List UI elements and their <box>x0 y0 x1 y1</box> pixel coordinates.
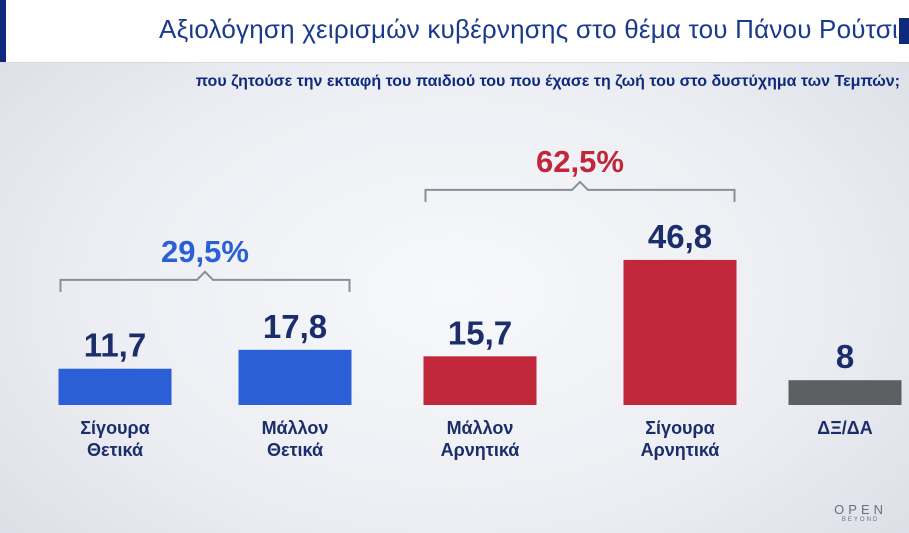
category-label: Αρνητικά <box>441 440 520 460</box>
category-label: Μάλλον <box>447 418 514 438</box>
group-bracket <box>424 180 736 202</box>
bar-5 <box>788 380 902 405</box>
category-label: ΔΞ/ΔΑ <box>817 418 872 438</box>
header-bar <box>0 0 909 63</box>
category-label: Αρνητικά <box>641 440 720 460</box>
group-total-label: 29,5% <box>161 234 249 269</box>
bar-value-label: 11,7 <box>84 327 146 364</box>
bar-value-label: 15,7 <box>448 314 512 351</box>
category-label: Θετικά <box>87 440 143 460</box>
group-total-label: 62,5% <box>536 144 624 179</box>
logo-subtext: BEYOND <box>841 517 880 523</box>
bar-value-label: 8 <box>836 338 854 375</box>
group-bracket <box>59 270 351 292</box>
category-label: Μάλλον <box>262 418 329 438</box>
bar-4 <box>623 259 737 405</box>
category-label: Σίγουρα <box>80 418 150 438</box>
bar-2 <box>238 349 352 405</box>
category-label: Θετικά <box>267 440 323 460</box>
chart-subtitle: που ζητούσε την εκταφή του παιδιού του π… <box>195 73 900 90</box>
channel-logo: OPEN BEYOND <box>834 502 887 523</box>
bar-1 <box>58 368 172 405</box>
bar-3 <box>423 356 537 405</box>
header-left-accent <box>0 0 6 62</box>
header-right-accent <box>899 18 909 44</box>
category-label: Σίγουρα <box>645 418 715 438</box>
bar-value-label: 17,8 <box>263 308 327 345</box>
bar-value-label: 46,8 <box>648 218 712 255</box>
logo-text: OPEN <box>834 502 887 517</box>
chart-title: Αξιολόγηση χειρισμών κυβέρνησης στο θέμα… <box>159 14 898 44</box>
